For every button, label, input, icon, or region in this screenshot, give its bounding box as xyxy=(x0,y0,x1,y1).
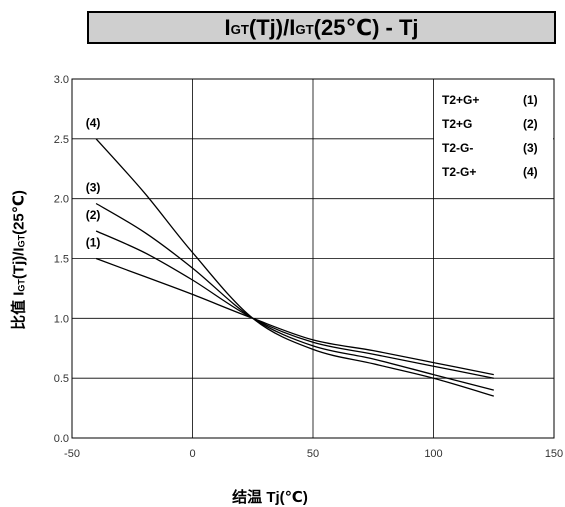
chart-title: I GT (Tj)/I GT (25℃) - Tj xyxy=(87,11,556,44)
series-line xyxy=(95,230,494,379)
series-label: (2) xyxy=(86,208,101,222)
x-tick-label: 0 xyxy=(189,448,195,460)
x-tick-label: 100 xyxy=(424,448,442,460)
y-tick-label: 1.5 xyxy=(54,254,69,266)
series-label: (4) xyxy=(86,116,101,130)
legend-mode-label: T2+G xyxy=(442,117,472,131)
title-subscript-1: GT xyxy=(230,21,249,37)
y-tick-label: 2.5 xyxy=(54,134,69,146)
x-tick-label: 150 xyxy=(545,448,563,460)
title-symbol-2: I xyxy=(289,14,296,40)
y-tick-label: 0.0 xyxy=(54,433,69,445)
legend-mode-label: T2+G+ xyxy=(442,93,479,107)
y-title-prefix: 比值 I xyxy=(10,291,28,330)
title-symbol: I xyxy=(224,14,231,40)
x-axis-title: 结温 Tj(℃) xyxy=(232,489,308,506)
series-label: (3) xyxy=(86,180,101,194)
series-line xyxy=(95,202,494,391)
y-tick-label: 2.0 xyxy=(54,194,69,206)
legend-id-label: (3) xyxy=(523,141,538,155)
x-tick-label: -50 xyxy=(64,448,80,460)
y-tick-label: 3.0 xyxy=(54,74,69,86)
title-subscript-2: GT xyxy=(295,21,314,37)
y-tick-label: 0.5 xyxy=(54,373,69,385)
y-title-end: (25℃) xyxy=(10,190,28,235)
title-middle: (Tj)/ xyxy=(248,14,290,40)
series-line xyxy=(95,257,494,376)
legend-id-label: (4) xyxy=(523,165,538,179)
legend-mode-label: T2-G- xyxy=(442,141,473,155)
y-axis-title: 比值 IGT(Tj)/IGT(25℃) xyxy=(8,190,29,330)
legend-id-label: (2) xyxy=(523,117,538,131)
legend-id-label: (1) xyxy=(523,93,538,107)
y-title-subscript-2: GT xyxy=(16,234,27,248)
y-title-middle: (Tj)/I xyxy=(10,247,28,280)
series-line xyxy=(95,138,494,397)
series-label: (1) xyxy=(86,236,101,250)
x-tick-label: 50 xyxy=(307,448,319,460)
legend-box xyxy=(434,80,553,192)
title-end: (25℃) - Tj xyxy=(313,14,419,40)
y-tick-label: 1.0 xyxy=(54,313,69,325)
legend-mode-label: T2-G+ xyxy=(442,165,476,179)
y-title-subscript-1: GT xyxy=(16,279,27,292)
